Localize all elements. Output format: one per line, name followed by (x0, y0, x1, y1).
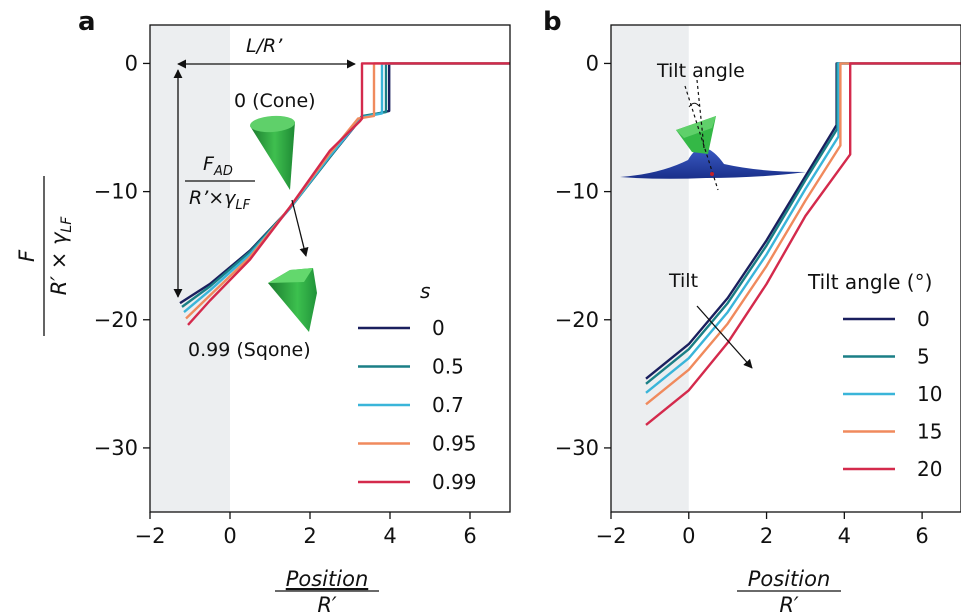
length-label: L/R’ (246, 35, 283, 57)
x-tick-label: 6 (915, 524, 928, 548)
y-tick-label: 0 (586, 51, 599, 75)
tilted-cone-illustration (620, 79, 806, 191)
fad-fraction: FAD R’×γLF (185, 153, 255, 213)
shaded-region (150, 25, 230, 512)
series-b (645, 62, 961, 426)
tilt-arrow (696, 305, 753, 369)
x-tick-label: −2 (596, 524, 627, 548)
sqone-label: 0.99 (Sqone) (188, 339, 311, 361)
y-tick-label: 0 (125, 51, 138, 75)
panel-letter-a: a (78, 7, 96, 37)
axes-a: −2 0 2 4 60−10−20−30 (94, 51, 477, 548)
y-tick-label: −20 (555, 308, 599, 332)
y-label-den: R′ × γLF (47, 216, 75, 296)
axes-b: −2 0 2 4 60−10−20−30 (555, 51, 929, 548)
axes-frame-b (610, 24, 961, 513)
panel-letter-b: b (543, 7, 562, 37)
x-axis-label-a: Position R′ (275, 567, 379, 615)
sqone-illustration (268, 268, 317, 332)
legend-label-10: 10 (917, 382, 942, 406)
x-tick-label: 0 (682, 524, 695, 548)
series-a (179, 62, 510, 326)
x-label-den-a: R′ (317, 593, 337, 615)
x-tick-label: 4 (838, 524, 851, 548)
x-tick-label: 2 (760, 524, 773, 548)
shaded-region-rect (611, 25, 689, 512)
legend-label-0.7: 0.7 (432, 393, 464, 417)
tilt-label: Tilt (668, 270, 698, 292)
legend-label-15: 15 (917, 420, 942, 444)
legend-b: Tilt angle (°) 0 5 10 15 20 (807, 270, 942, 481)
legend-label-20: 20 (917, 457, 942, 481)
cone-label: 0 (Cone) (234, 90, 316, 112)
tilt-angle-label: Tilt angle (656, 60, 745, 82)
series-line-15 (645, 62, 961, 406)
x-axis-label-b: Position R′ (737, 567, 841, 615)
series-line-10 (645, 62, 961, 394)
legend-a: s0 0.5 0.7 0.95 0.99 (358, 279, 477, 494)
shaded-region (611, 25, 689, 512)
legend-label-0: 0 (917, 307, 930, 331)
legend-label-0.95: 0.95 (432, 432, 477, 456)
cone-illustration (250, 115, 295, 190)
y-tick-label: −10 (94, 180, 138, 204)
x-tick-label: 4 (383, 524, 396, 548)
legend-label-0.99: 0.99 (432, 470, 477, 494)
shape-change-arrow (291, 199, 309, 257)
fad-den: R’×γLF (189, 187, 251, 213)
y-tick-label: −30 (94, 436, 138, 460)
x-tick-label: 6 (463, 524, 476, 548)
fad-num: FAD (203, 153, 233, 179)
panel-b: −2 0 2 4 60−10−20−30 b Tilt angle Tilt Tilt … (543, 7, 961, 548)
angle-arc (688, 102, 700, 108)
legend-label-5: 5 (917, 345, 930, 369)
legend-title: s (420, 279, 430, 303)
x-label-num-a: Position (286, 567, 369, 591)
y-tick-label: −10 (555, 180, 599, 204)
series-line-20 (645, 62, 961, 426)
legend-label-0.5: 0.5 (432, 355, 464, 379)
series-line-0.7 (183, 62, 510, 314)
vertical-axis-line (696, 79, 705, 149)
contact-point (710, 172, 714, 176)
legend-title: Tilt angle (°) (807, 270, 932, 294)
y-label-num: F (15, 249, 39, 262)
axes-frame-a (149, 24, 511, 513)
shaded-region-rect (150, 25, 230, 512)
series-line-0.99 (187, 62, 510, 326)
y-tick-label: −20 (94, 308, 138, 332)
x-label-num-b: Position (748, 567, 831, 591)
panel-a: −2 0 2 4 60−10−20−30 a L/R’ FAD R’×γLF 0 (Co… (78, 7, 511, 548)
y-tick-label: −30 (555, 436, 599, 460)
x-tick-label: 0 (223, 524, 236, 548)
y-axis-label: F R′ × γLF (15, 176, 75, 336)
series-line-0.95 (185, 62, 510, 320)
legend-label-0: 0 (432, 316, 445, 340)
x-tick-label: 2 (303, 524, 316, 548)
x-label-den-b: R′ (779, 593, 799, 615)
x-tick-label: −2 (135, 524, 166, 548)
